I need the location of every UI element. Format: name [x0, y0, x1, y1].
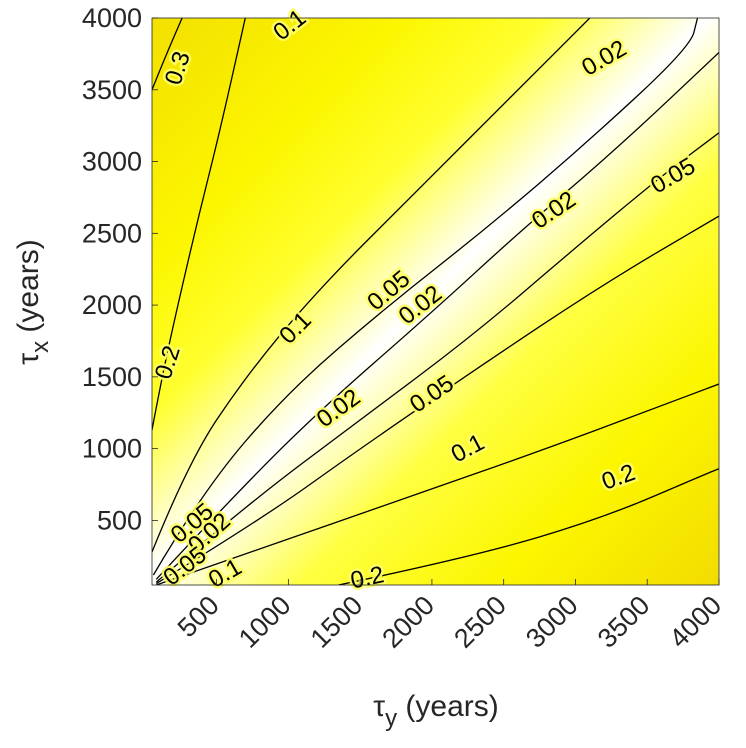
x-tick-label: 500	[172, 590, 225, 643]
y-tick-label: 500	[97, 505, 142, 535]
y-axis-label: τx (years)	[12, 239, 54, 365]
x-tick-label: 2000	[376, 590, 440, 654]
contour-line-0-2-1	[152, 18, 246, 431]
contour-line-0-05-3	[152, 18, 699, 576]
y-tick-label: 3000	[82, 147, 142, 177]
x-tick-label: 2500	[448, 590, 512, 654]
y-axis-label-subscript: x	[27, 341, 54, 353]
contour-line-0-05-6	[155, 215, 719, 585]
y-tick-label: 1000	[82, 434, 142, 464]
contour-line-0-2-8	[338, 468, 719, 585]
contour-label-text: 0.2	[348, 561, 386, 594]
y-tick-label: 3500	[82, 75, 142, 105]
contour-line-0-3-0	[152, 18, 183, 91]
y-axis-ticks: 500 1000 1500 2000 2500 3000 3500 4000	[82, 3, 158, 535]
plot-frame	[151, 17, 720, 586]
y-tick-label: 2500	[82, 218, 142, 248]
y-axis-label-symbol: τ	[12, 353, 45, 365]
x-tick-label: 3500	[592, 590, 656, 654]
contour-lines	[152, 18, 719, 585]
x-tick-label: 1000	[233, 590, 297, 654]
contour-line-0-02-5	[155, 132, 719, 583]
x-axis-ticks: 500 1000 1500 2000 2500 3000 3500 4000	[172, 579, 727, 654]
x-tick-label: 4000	[664, 590, 728, 654]
contour-line-0-02-4	[155, 52, 719, 580]
x-axis-label-subscript: y	[385, 705, 397, 732]
x-axis-label-symbol: τ	[373, 690, 385, 723]
contour-line-0-1-7	[156, 383, 719, 585]
contour-line-0-1-2	[152, 18, 591, 553]
x-axis-label: τy (years)	[373, 690, 499, 732]
y-tick-label: 2000	[82, 290, 142, 320]
plot-background	[152, 18, 719, 585]
y-axis-label-unit: (years)	[12, 239, 45, 341]
y-tick-label: 1500	[82, 362, 142, 392]
x-tick-label: 3000	[520, 590, 584, 654]
y-tick-label: 4000	[82, 3, 142, 33]
x-tick-label: 1500	[305, 590, 369, 654]
contour-label-13: 0.2	[346, 559, 389, 597]
x-axis-label-unit: (years)	[397, 690, 499, 723]
